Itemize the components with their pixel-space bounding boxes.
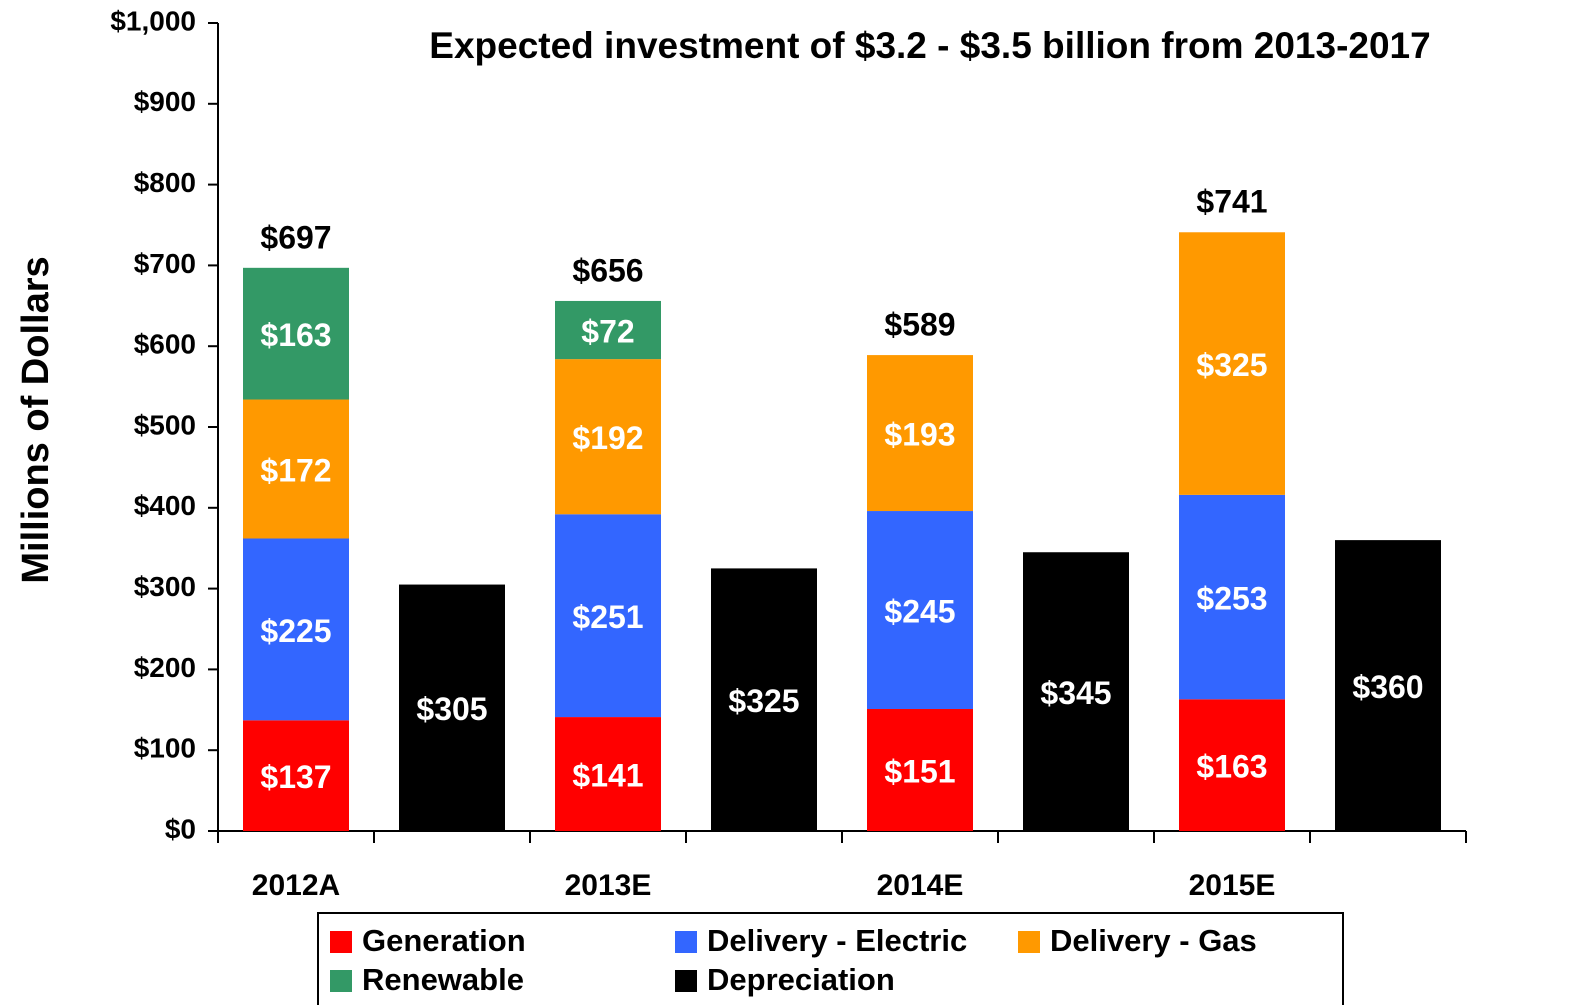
bar-segment (555, 359, 661, 515)
bar-segment (867, 708, 973, 831)
bar-segment (1179, 494, 1285, 700)
x-tick-label: 2014E (877, 869, 964, 902)
legend-label: Generation (362, 923, 526, 958)
legend-label: Delivery - Electric (707, 923, 967, 958)
bar-segment (867, 355, 973, 512)
legend-label: Renewable (362, 962, 524, 997)
value-label: $225 (260, 613, 331, 649)
y-tick-label: $700 (134, 248, 196, 279)
value-label: $193 (884, 417, 955, 453)
value-label: $163 (260, 317, 331, 353)
y-tick-label: $300 (134, 571, 196, 602)
legend-swatch (330, 931, 352, 953)
value-label: $253 (1196, 581, 1267, 617)
bar-segment (243, 399, 349, 539)
x-tick-label: 2013E (565, 869, 652, 902)
chart-title: Expected investment of $3.2 - $3.5 billi… (429, 25, 1430, 66)
bar-segment (555, 300, 661, 360)
y-tick-label: $900 (134, 86, 196, 117)
bar-segment (867, 511, 973, 709)
total-label: $741 (1196, 184, 1267, 220)
value-label: $251 (572, 599, 643, 635)
legend-box (317, 912, 1344, 1005)
value-label: $305 (416, 691, 487, 727)
value-label: $163 (1196, 749, 1267, 785)
value-label: $172 (260, 452, 331, 488)
x-tick-label: 2015E (1189, 869, 1276, 902)
bar-segment (1023, 552, 1129, 831)
legend-swatch (675, 931, 697, 953)
value-label: $345 (1040, 675, 1111, 711)
legend-swatch (1018, 931, 1040, 953)
legend-label: Depreciation (707, 962, 895, 997)
value-label: $325 (728, 683, 799, 719)
y-tick-label: $100 (134, 733, 196, 764)
bar-segment (1179, 699, 1285, 831)
bar-segment (243, 538, 349, 721)
y-tick-label: $500 (134, 409, 196, 440)
bar-segment (711, 568, 817, 831)
y-tick-label: $600 (134, 329, 196, 360)
bar-segment (1179, 232, 1285, 495)
total-label: $697 (260, 219, 331, 255)
bar-segment (555, 717, 661, 831)
total-label: $589 (884, 307, 955, 343)
value-label: $151 (884, 753, 955, 789)
x-tick-label: 2012A (252, 869, 340, 902)
legend-label: Delivery - Gas (1050, 923, 1257, 958)
value-label: $325 (1196, 347, 1267, 383)
y-tick-label: $400 (134, 490, 196, 521)
legend-swatch (675, 970, 697, 992)
value-label: $141 (572, 757, 643, 793)
bar-segment (399, 584, 505, 831)
y-tick-label: $1,000 (110, 5, 196, 36)
bar-segment (555, 514, 661, 718)
value-label: $137 (260, 759, 331, 795)
y-tick-label: $200 (134, 652, 196, 683)
value-label: $192 (572, 420, 643, 456)
value-label: $245 (884, 593, 955, 629)
value-label: $360 (1352, 669, 1423, 705)
value-label: $72 (581, 313, 634, 349)
bar-segment (1335, 540, 1441, 831)
total-label: $656 (572, 252, 643, 288)
y-tick-label: $0 (165, 813, 196, 844)
y-tick-label: $800 (134, 167, 196, 198)
bar-segment (243, 267, 349, 400)
bar-segment (243, 720, 349, 831)
y-axis-label: Millions of Dollars (15, 256, 57, 583)
legend-swatch (330, 970, 352, 992)
